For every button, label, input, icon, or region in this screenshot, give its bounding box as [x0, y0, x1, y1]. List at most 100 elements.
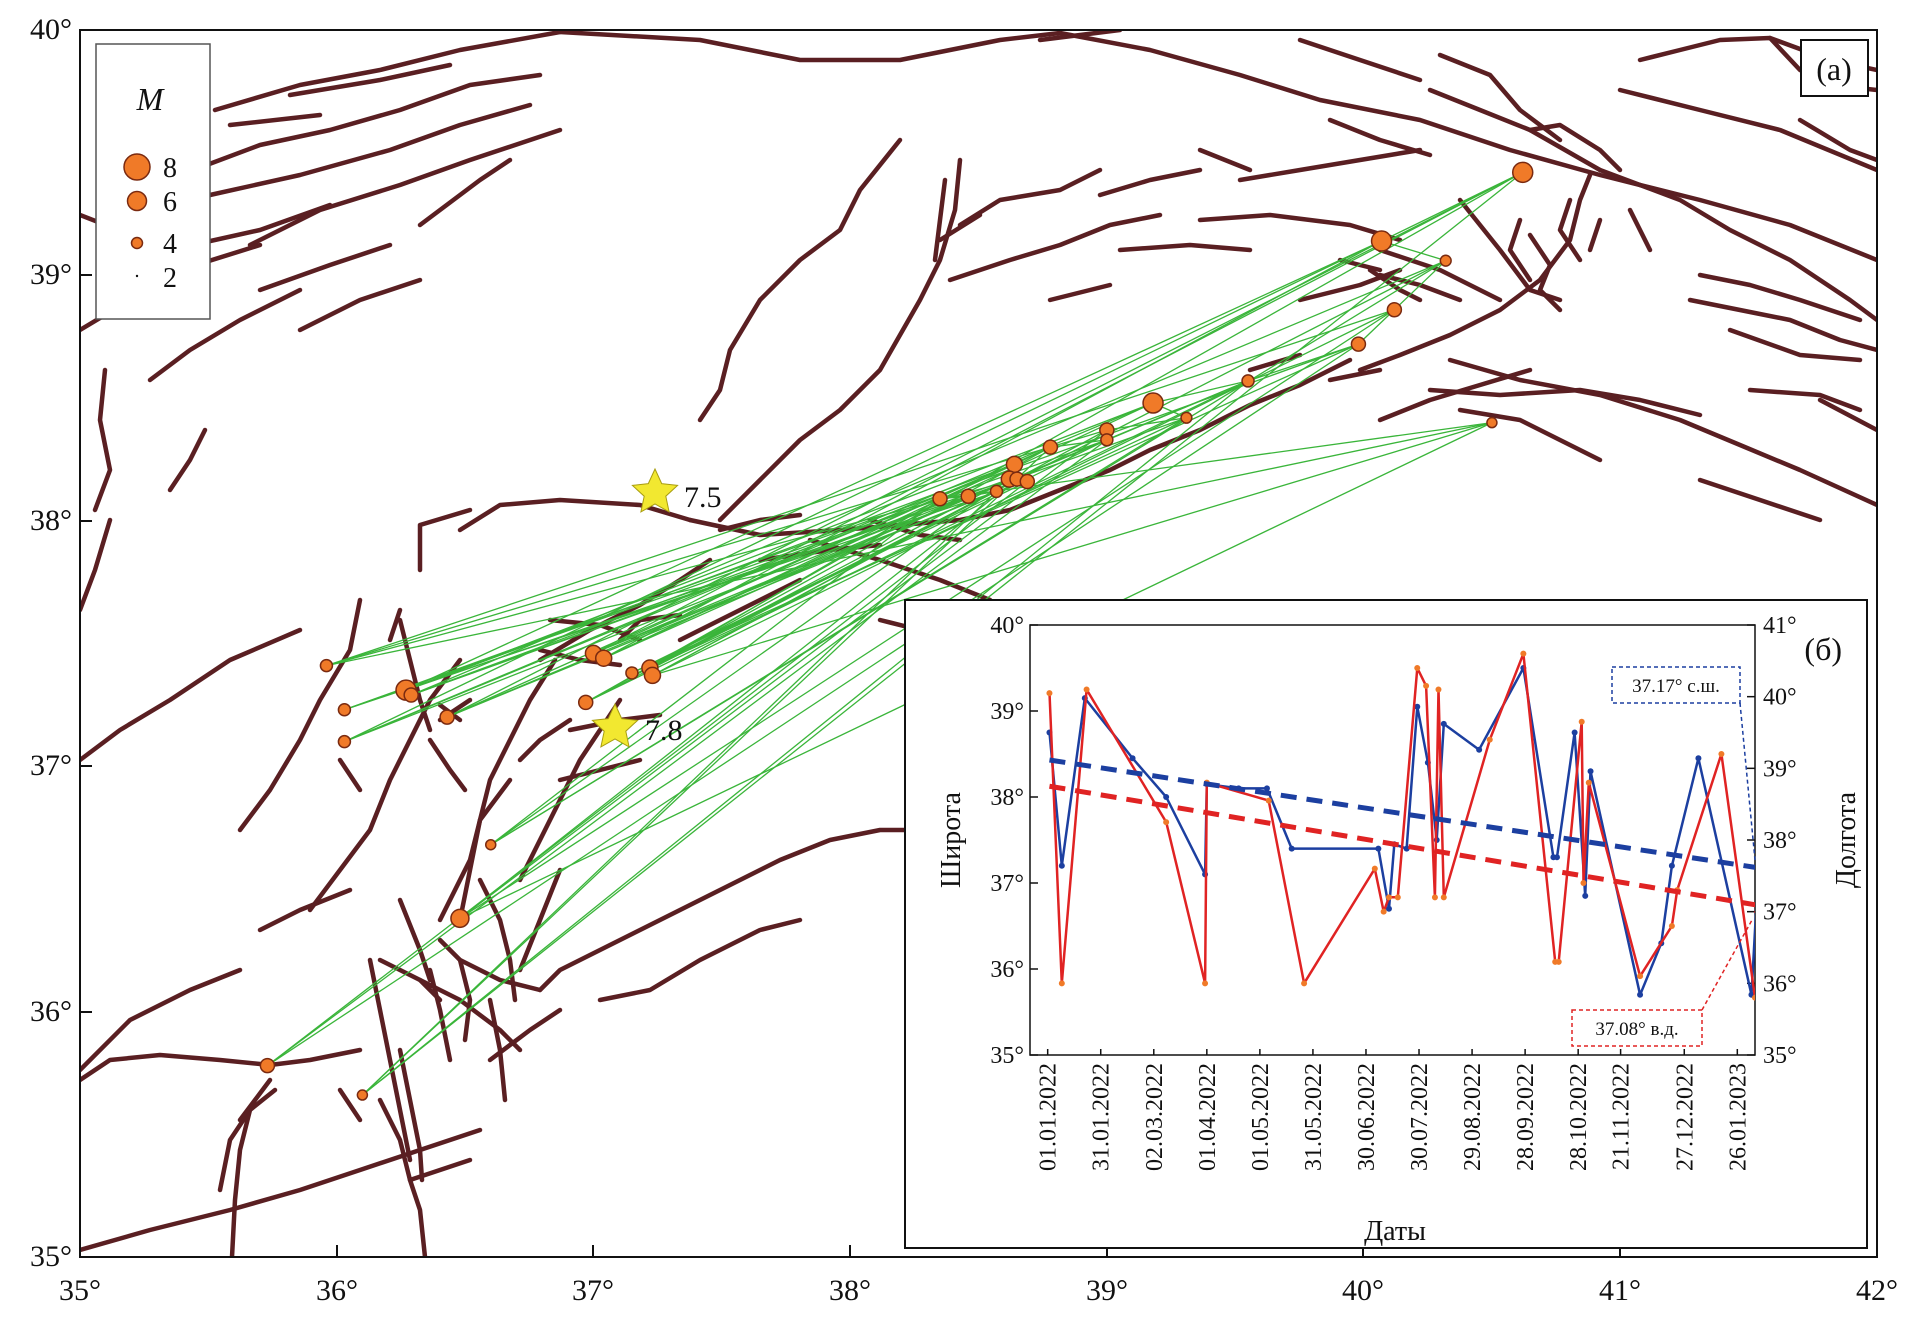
- earthquake-marker[interactable]: [577, 694, 594, 711]
- inset-left-tick-label: 37°: [990, 871, 1024, 897]
- inset-date-label: 01.04.2022: [1195, 1063, 1221, 1171]
- earthquake-markers: [259, 161, 1534, 1101]
- earthquake-marker[interactable]: [960, 488, 976, 505]
- earthquake-marker[interactable]: [1005, 455, 1024, 474]
- inset-trends: [1049, 757, 1755, 913]
- inset-data-point: [1555, 958, 1562, 965]
- earthquake-marker[interactable]: [625, 666, 639, 680]
- mainshock-star-icon: [631, 467, 679, 513]
- inset-data-point: [1476, 746, 1483, 753]
- earthquake-marker[interactable]: [484, 838, 497, 851]
- inset-left-tick-label: 38°: [990, 785, 1024, 811]
- inset-data-point: [1668, 862, 1675, 869]
- connection-line: [1381, 171, 1524, 242]
- earthquake-marker[interactable]: [1180, 411, 1193, 424]
- earthquake-marker[interactable]: [1241, 374, 1255, 388]
- inset-data-point: [1440, 720, 1447, 727]
- earthquake-marker[interactable]: [1350, 336, 1367, 352]
- connection-line: [1357, 309, 1395, 345]
- inset-data-point: [1058, 980, 1065, 987]
- inset-data-point: [1520, 650, 1527, 657]
- earthquake-marker[interactable]: [1486, 416, 1498, 429]
- inset-data-point: [1752, 994, 1755, 1001]
- earthquake-marker[interactable]: [450, 908, 470, 929]
- inset-data-point: [1582, 892, 1589, 899]
- earthquake-marker[interactable]: [1386, 302, 1403, 318]
- mainshock-label: 7.5: [684, 481, 722, 514]
- earthquake-marker[interactable]: [989, 484, 1004, 499]
- inset-right-tick-label: 35°: [1763, 1043, 1797, 1069]
- y-tick-label: 36°: [30, 995, 72, 1028]
- inset-data-point: [1385, 894, 1392, 901]
- x-tick-label: 35°: [59, 1274, 101, 1307]
- y-tick-label: 38°: [30, 504, 72, 537]
- inset-data-point: [1371, 865, 1378, 872]
- legend-label: 2: [163, 263, 177, 294]
- earthquake-marker[interactable]: [1100, 433, 1114, 447]
- inset-right-tick-label: 37°: [1763, 900, 1797, 926]
- connection-line: [1393, 260, 1447, 311]
- lat-annotation-text: 37.17° с.ш.: [1632, 676, 1720, 697]
- inset-x-label: Даты: [1364, 1216, 1426, 1247]
- inset-date-label: 01.05.2022: [1248, 1063, 1274, 1171]
- inset-left-axis: 35° 36° 37° 38° 39° 40°: [990, 613, 1038, 1069]
- x-tick-label: 37°: [572, 1274, 614, 1307]
- inset-date-label: 31.01.2022: [1089, 1063, 1115, 1171]
- inset-right-tick-label: 39°: [1763, 756, 1797, 782]
- earthquake-marker[interactable]: [1042, 439, 1059, 455]
- legend-label: 6: [163, 187, 177, 218]
- connection-line: [1050, 439, 1107, 448]
- inset-right-tick-label: 38°: [1763, 828, 1797, 854]
- earthquake-marker[interactable]: [1142, 392, 1164, 414]
- x-tick-label: 36°: [316, 1274, 358, 1307]
- map-frame: [79, 29, 1878, 1258]
- earthquake-marker[interactable]: [259, 1057, 276, 1074]
- y-tick-label: 40°: [30, 13, 72, 46]
- y-tick-label: 37°: [30, 749, 72, 782]
- inset-data-point: [1486, 736, 1493, 743]
- connection-line: [361, 490, 997, 1096]
- inset-data-point: [1587, 768, 1594, 775]
- inset-right-tick-label: 40°: [1763, 685, 1797, 711]
- earthquake-marker[interactable]: [1439, 254, 1452, 267]
- earthquake-marker[interactable]: [1019, 473, 1036, 490]
- x-tick-label: 41°: [1599, 1274, 1641, 1307]
- earthquake-marker[interactable]: [439, 709, 455, 725]
- inset-data-point: [1414, 665, 1421, 671]
- connection-line: [459, 478, 1018, 919]
- inset-chart: (б) 35° 36° 37° 38° 39° 40° 35° 36° 37° 38° 39° 40…: [904, 599, 1868, 1249]
- earthquake-marker[interactable]: [356, 1089, 369, 1101]
- earthquake-marker[interactable]: [319, 658, 334, 673]
- earthquake-marker[interactable]: [594, 649, 613, 667]
- earthquake-marker[interactable]: [337, 703, 352, 717]
- legend-label: 8: [163, 153, 177, 184]
- connection-line: [326, 309, 1395, 667]
- connection-line: [361, 446, 1051, 1096]
- inset-data-point: [1440, 894, 1447, 901]
- lon-annotation: 37.08° в.д.: [1571, 919, 1753, 1047]
- connection-line: [344, 495, 969, 743]
- earthquake-marker[interactable]: [643, 666, 662, 685]
- magnitude-legend: M 8 6 4 2: [95, 43, 211, 320]
- x-tick-label: 38°: [829, 1274, 871, 1307]
- earthquake-marker[interactable]: [1511, 161, 1534, 184]
- connection-line: [361, 380, 1249, 1096]
- legend-marker-6: [126, 190, 148, 212]
- x-tick-label: 40°: [1342, 1274, 1384, 1307]
- inset-data-point: [1585, 779, 1592, 786]
- x-tick-label: 39°: [1086, 1274, 1128, 1307]
- connection-line: [1381, 240, 1446, 262]
- earthquake-marker[interactable]: [1370, 230, 1393, 252]
- earthquake-marker[interactable]: [403, 687, 419, 703]
- lon-annotation-text: 37.08° в.д.: [1595, 1019, 1678, 1040]
- connection-line: [1152, 380, 1249, 404]
- connection-line: [326, 422, 1493, 667]
- earthquake-marker[interactable]: [932, 490, 948, 507]
- inset-date-label: 28.10.2022: [1566, 1063, 1592, 1171]
- inset-left-tick-label: 36°: [990, 957, 1024, 983]
- connection-line: [1106, 417, 1187, 431]
- inset-right-axis: 35° 36° 37° 38° 39° 40° 41°: [1747, 613, 1797, 1069]
- inset-data-point: [1695, 755, 1702, 762]
- earthquake-marker[interactable]: [337, 734, 352, 749]
